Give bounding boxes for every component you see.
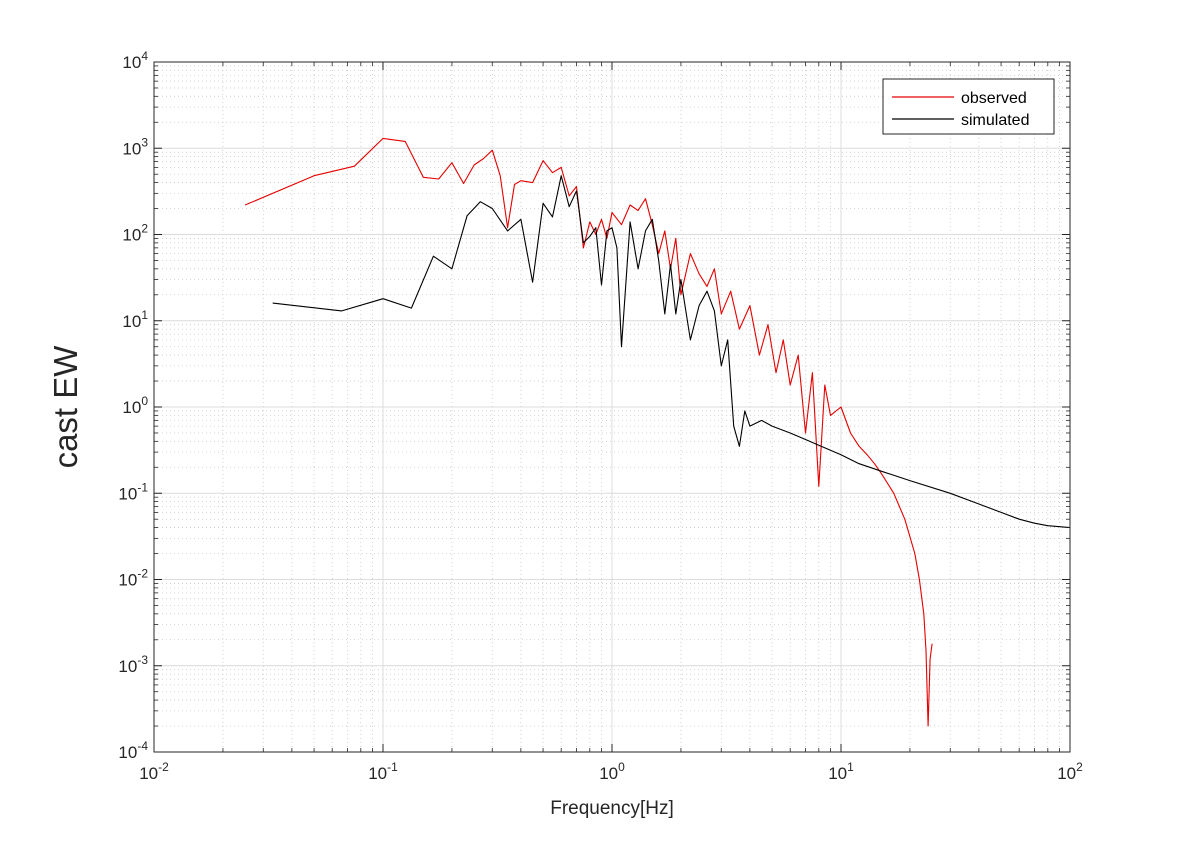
y-tick-label: 103 bbox=[122, 135, 148, 158]
series-line-simulated bbox=[272, 175, 1071, 529]
x-tick-label: 100 bbox=[599, 760, 625, 783]
tick-marks bbox=[153, 61, 1071, 753]
x-axis-title: Frequency[Hz] bbox=[550, 798, 674, 819]
legend-label-simulated: simulated bbox=[961, 112, 1029, 129]
y-axis-title: cast EW bbox=[47, 345, 84, 469]
y-tick-label: 101 bbox=[122, 308, 148, 331]
x-tick-label: 101 bbox=[828, 760, 854, 783]
series-layer bbox=[244, 137, 1071, 727]
y-tick-label: 10-1 bbox=[118, 480, 148, 503]
y-tick-label: 104 bbox=[122, 49, 148, 72]
x-tick-labels: 10-2 10-1 100 101 102 bbox=[139, 760, 1083, 783]
legend: observed simulated bbox=[882, 78, 1055, 135]
y-tick-label: 102 bbox=[122, 222, 148, 245]
x-tick-label: 10-1 bbox=[368, 760, 398, 783]
y-tick-label: 10-3 bbox=[118, 653, 148, 676]
y-tick-labels: 10-4 10-3 10-2 10-1 100 101 102 103 104 bbox=[118, 49, 148, 762]
y-tick-label: 10-2 bbox=[118, 567, 148, 590]
legend-box bbox=[882, 78, 1055, 135]
x-tick-label: 10-2 bbox=[139, 760, 169, 783]
y-tick-label: 100 bbox=[122, 394, 148, 417]
x-tick-label: 102 bbox=[1057, 760, 1083, 783]
series-line-observed bbox=[244, 137, 933, 727]
y-tick-label: 10-4 bbox=[118, 739, 148, 762]
legend-label-observed: observed bbox=[961, 90, 1027, 107]
